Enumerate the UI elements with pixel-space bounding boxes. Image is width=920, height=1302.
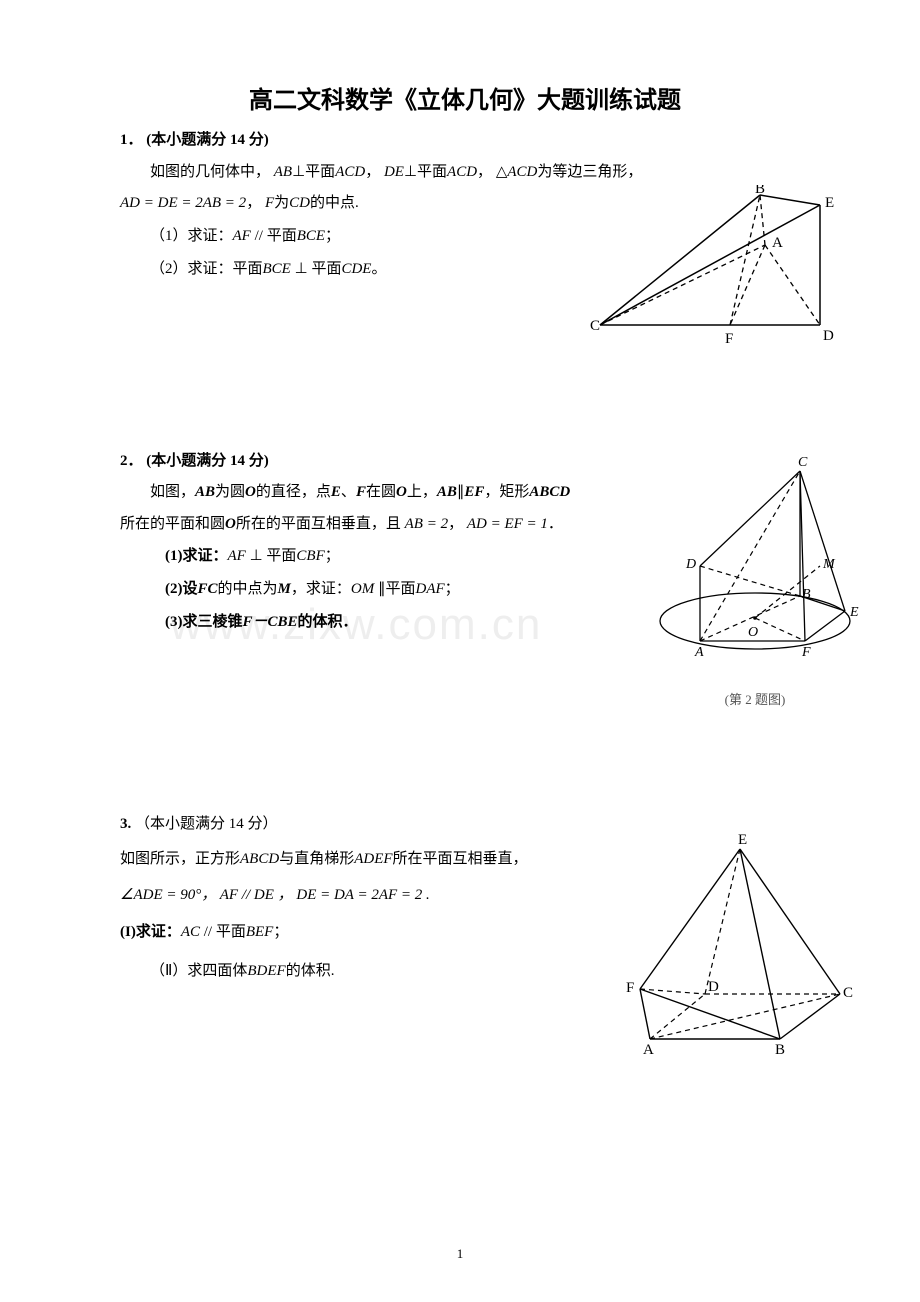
svg-text:E: E xyxy=(825,195,834,211)
q2-number: 2． xyxy=(120,453,143,469)
question-2: 2． (本小题满分 14 分) 如图，AB为圆O的直径，点E、F在圆O上，AB∥… xyxy=(120,446,810,640)
svg-text:M: M xyxy=(822,557,836,572)
question-3: 3. （本小题满分 14 分） 如图所示，正方形ABCD与直角梯形ADEF所在平… xyxy=(120,809,810,991)
svg-text:A: A xyxy=(694,645,704,660)
question-1: 1． (本小题满分 14 分) 如图的几何体中， AB⊥平面ACD， DE⊥平面… xyxy=(120,125,810,286)
svg-text:A: A xyxy=(643,1042,654,1058)
page-title: 高二文科数学《立体几何》大题训练试题 xyxy=(120,80,810,115)
q1-score: (本小题满分 14 分) xyxy=(146,132,269,148)
svg-text:B: B xyxy=(802,587,811,602)
q1-figure: B E A C F D xyxy=(590,185,850,360)
svg-text:C: C xyxy=(843,985,853,1001)
svg-text:C: C xyxy=(798,455,808,470)
svg-text:E: E xyxy=(849,605,859,620)
svg-text:A: A xyxy=(772,235,783,251)
svg-text:D: D xyxy=(685,557,696,572)
svg-text:F: F xyxy=(801,645,811,660)
svg-text:D: D xyxy=(823,328,834,344)
q2-caption: (第 2 题图) xyxy=(640,689,870,708)
svg-text:D: D xyxy=(708,979,719,995)
q3-score: （本小题满分 14 分） xyxy=(135,816,278,832)
q2-figure: A B C D E F O M (第 2 题图) xyxy=(640,446,870,708)
svg-text:F: F xyxy=(725,331,733,347)
svg-text:E: E xyxy=(738,832,747,848)
q1-number: 1． xyxy=(120,132,143,148)
svg-text:F: F xyxy=(626,980,634,996)
page-number: 1 xyxy=(0,1246,920,1262)
svg-text:O: O xyxy=(748,625,758,640)
q1-body-line1: 如图的几何体中， AB⊥平面ACD， DE⊥平面ACD， △ACD为等边三角形， xyxy=(120,157,810,189)
q2-score: (本小题满分 14 分) xyxy=(146,453,269,469)
q3-figure: A B C D E F xyxy=(610,829,860,1064)
svg-text:B: B xyxy=(775,1042,785,1058)
svg-text:B: B xyxy=(755,185,765,197)
svg-text:C: C xyxy=(590,318,600,334)
q3-number: 3. xyxy=(120,816,131,832)
